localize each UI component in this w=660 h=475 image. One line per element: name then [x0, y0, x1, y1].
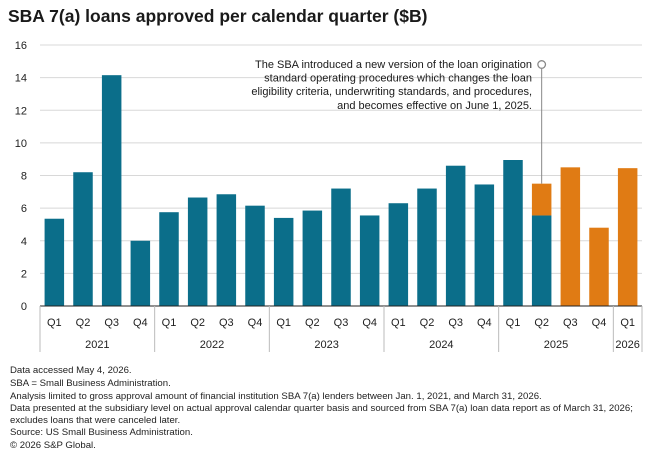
x-tick-label: Q3 — [448, 317, 463, 329]
x-tick-label: Q2 — [534, 317, 549, 329]
x-tick-label: Q1 — [506, 317, 521, 329]
x-tick-label: Q1 — [391, 317, 406, 329]
footnotes: Data accessed May 4, 2026. SBA = Small B… — [10, 365, 650, 453]
bar — [302, 210, 323, 306]
bar — [503, 160, 523, 306]
bar — [159, 212, 179, 306]
year-label: 2026 — [615, 339, 639, 351]
x-tick-label: Q4 — [477, 317, 492, 329]
footnote-copyright: © 2026 S&P Global. — [10, 440, 96, 452]
year-label: 2024 — [429, 339, 453, 351]
annotation-text: eligibility criteria, underwriting stand… — [251, 86, 532, 98]
year-label: 2023 — [314, 339, 338, 351]
x-tick-label: Q2 — [305, 317, 320, 329]
annotation-text: The SBA introduced a new version of the … — [255, 59, 532, 71]
footnote-sba-definition: SBA = Small Business Administration. — [10, 377, 171, 389]
x-tick-label: Q1 — [162, 317, 177, 329]
bar — [531, 183, 552, 216]
footnote-data-basis: Data presented at the subsidiary level o… — [10, 403, 633, 426]
bar — [531, 215, 552, 306]
x-tick-label: Q2 — [420, 317, 435, 329]
y-tick-label: 8 — [21, 171, 27, 183]
bar — [359, 215, 380, 306]
y-tick-label: 0 — [21, 301, 27, 313]
y-tick-label: 10 — [15, 138, 27, 150]
bar — [216, 194, 237, 306]
bar — [474, 184, 495, 306]
y-tick-label: 2 — [21, 268, 27, 280]
bar — [130, 240, 151, 306]
x-tick-label: Q2 — [76, 317, 91, 329]
x-tick-label: Q1 — [276, 317, 291, 329]
bar — [73, 172, 93, 306]
footnote-data-accessed: Data accessed May 4, 2026. — [10, 365, 132, 376]
bar — [617, 168, 638, 306]
annotation-text: standard operating procedures which chan… — [264, 73, 532, 85]
annotation-text: and becomes effective on June 1, 2025. — [337, 100, 532, 112]
annotation-marker — [537, 60, 547, 69]
bar — [417, 188, 437, 306]
year-label: 2022 — [200, 339, 224, 351]
x-tick-label: Q4 — [133, 317, 148, 329]
x-tick-label: Q4 — [592, 317, 607, 329]
bar — [445, 165, 466, 306]
x-tick-label: Q4 — [362, 317, 377, 329]
bar — [589, 227, 609, 306]
footnote-analysis-scope: Analysis limited to gross approval amoun… — [10, 390, 542, 402]
x-tick-label: Q4 — [248, 317, 263, 329]
bar — [273, 217, 294, 306]
x-tick-label: Q3 — [219, 317, 234, 329]
year-label: 2025 — [544, 339, 568, 351]
x-tick-label: Q1 — [620, 317, 635, 329]
y-tick-label: 16 — [15, 40, 27, 52]
x-tick-label: Q3 — [334, 317, 349, 329]
x-tick-label: Q3 — [104, 317, 119, 329]
bar — [388, 203, 409, 306]
y-tick-label: 12 — [15, 105, 27, 117]
bar — [560, 167, 581, 306]
year-label: 2021 — [85, 339, 109, 351]
bar — [331, 188, 351, 306]
x-tick-label: Q2 — [190, 317, 205, 329]
y-tick-label: 6 — [21, 203, 27, 215]
y-tick-label: 14 — [15, 73, 27, 85]
footnote-source: Source: US Small Business Administration… — [10, 427, 193, 439]
x-tick-label: Q3 — [563, 317, 578, 329]
y-tick-label: 4 — [21, 236, 27, 248]
bar — [245, 205, 265, 306]
x-tick-label: Q1 — [47, 317, 62, 329]
bar — [101, 75, 122, 306]
bar — [44, 218, 65, 306]
chart-title: SBA 7(a) loans approved per calendar qua… — [8, 6, 428, 26]
bar — [187, 197, 208, 306]
bar-chart: 0 2 4 6 8 10 12 14 16 Q1 Q2 Q3 Q4 Q1 Q2 Q3 Q4 Q1 Q2 Q3 Q4 Q1 Q… — [15, 40, 643, 352]
